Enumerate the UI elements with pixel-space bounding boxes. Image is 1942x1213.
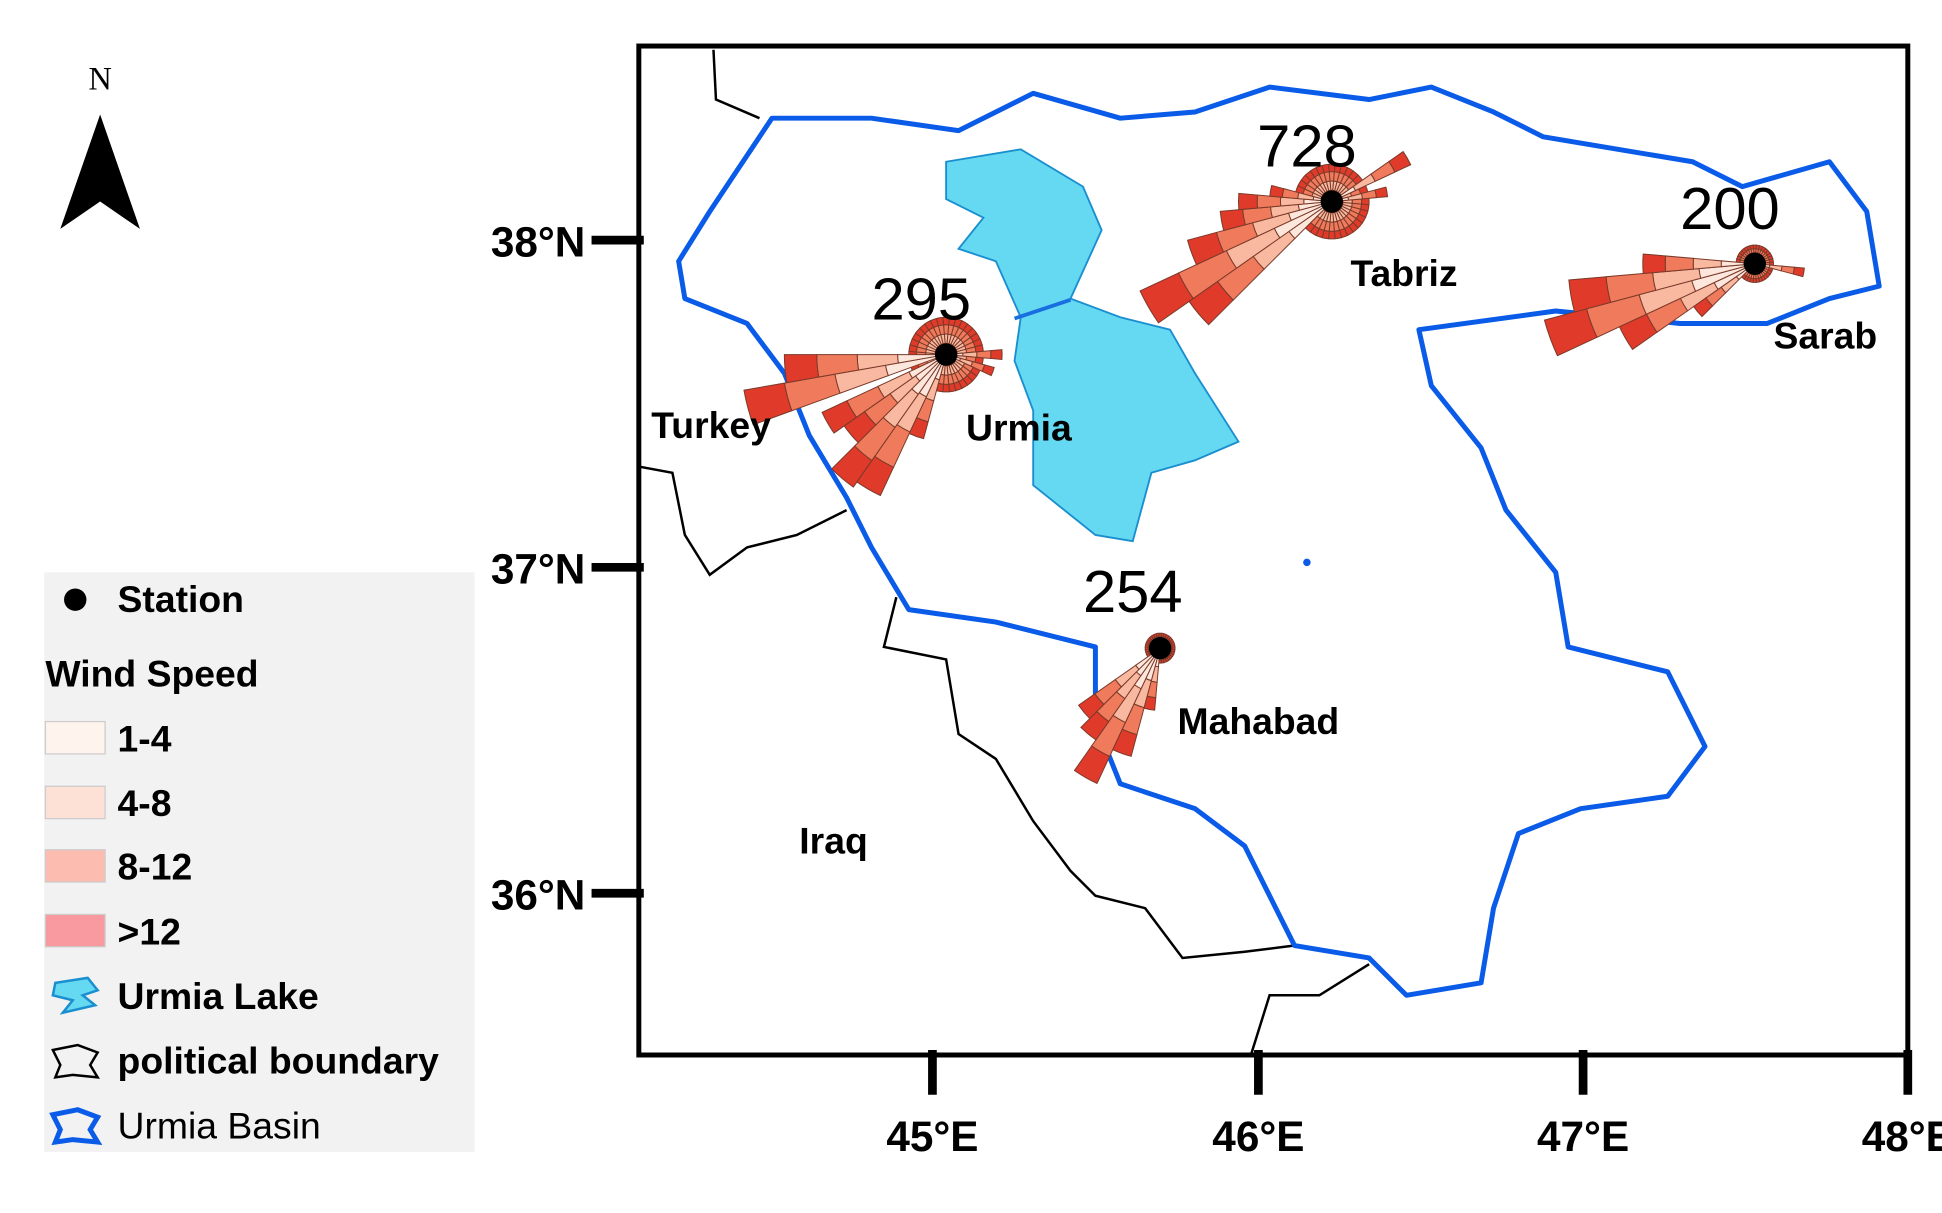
rose-petal [1073,745,1111,785]
station-count: 254 [1083,558,1183,625]
legend-label: Urmia Lake [118,975,319,1017]
station-name: Mahabad [1178,700,1340,742]
rose-petal [856,455,895,497]
rose-petal [1618,313,1658,351]
rose-petal [1080,710,1110,741]
map-frame [636,43,1911,1058]
station [934,343,958,366]
rose-petal [1112,728,1138,757]
rose-petal [908,417,929,440]
station [1320,190,1343,213]
lake-causeway [1013,298,1072,321]
rose-petal [1780,265,1795,275]
rose-petal [1374,186,1389,199]
station-count: 728 [1257,113,1357,180]
lat-label: 38°N [491,218,585,265]
legend-label: political boundary [118,1040,440,1082]
rose-petal [1692,257,1722,270]
lon-label: 46°E [1212,1113,1304,1160]
rose-petal [1792,266,1805,278]
legend-box [44,572,475,1153]
urmia-lake [945,148,1240,543]
legend-station-symbol [64,588,87,611]
wind-roses [743,150,1805,785]
rose-petal [1077,693,1105,720]
rose-petal [1219,208,1246,232]
rose-petal [843,410,877,444]
rose-petal [821,400,858,434]
rose-petal [1568,276,1612,313]
lat-label: 37°N [491,545,585,592]
rose-petal [990,349,1003,360]
lake-dot [1303,558,1311,567]
rose-petal [1749,244,1755,250]
station-name: Urmia [966,406,1072,448]
rose-petal [1269,184,1285,198]
rose-petal [1664,255,1694,273]
legend-title: Wind Speed [45,653,258,695]
legend-label: Urmia Basin [118,1104,321,1146]
lat-label: 36°N [491,871,585,918]
legend: Station Wind Speed 1-4 4-8 8-12 >12 Urmi… [44,572,475,1153]
rose-petal [1543,308,1598,357]
station-name: Sarab [1773,314,1877,356]
legend-swatch [44,720,106,755]
rose-petal [1388,150,1412,173]
north-label: N [88,61,111,97]
rose-petal [935,316,945,327]
rose-petal [1139,272,1194,324]
lon-label: 47°E [1537,1113,1629,1160]
rose-petal [1642,253,1667,275]
station [1743,252,1766,275]
ticks [591,235,1913,1095]
legend-label: 4-8 [118,782,172,824]
rose-petal [831,445,873,488]
place-name: Turkey [651,404,771,446]
legend-label: >12 [118,910,181,952]
station [1148,636,1172,660]
legend-lake-symbol [51,976,100,1015]
rose-petal [1143,695,1157,711]
rose-petal [1186,231,1225,266]
legend-label: Station [118,578,244,620]
legend-swatch [44,849,106,883]
rose-petal [981,364,995,377]
legend-label: 8-12 [118,846,193,888]
station-count: 200 [1680,175,1780,242]
place-name: Iraq [799,819,867,861]
map-body: Tabriz Urmia Sarab Mahabad Turkey Iraq 7… [638,49,1882,1055]
north-arrow [60,114,140,229]
rose-petal [962,351,978,358]
legend-basin-symbol [49,1107,103,1146]
rose-petal [783,354,820,384]
legend-boundary-symbol [51,1043,100,1079]
political-boundary [638,49,1370,1055]
rose-petal [1692,297,1714,318]
rose-petal [1155,632,1160,638]
legend-swatch [44,913,106,948]
rose-petal [1237,192,1258,211]
station-name: Tabriz [1350,252,1457,294]
rose-petal [743,382,793,426]
station-count: 295 [871,266,971,333]
legend-label: 1-4 [118,717,172,759]
rose-petal [1321,163,1330,174]
lon-label: 48°E [1862,1113,1942,1160]
lon-label: 45°E [886,1113,978,1160]
urmia-basin [676,84,1882,998]
rose-petal [976,350,992,360]
rose-petal [1188,280,1234,326]
legend-swatch [44,785,106,820]
